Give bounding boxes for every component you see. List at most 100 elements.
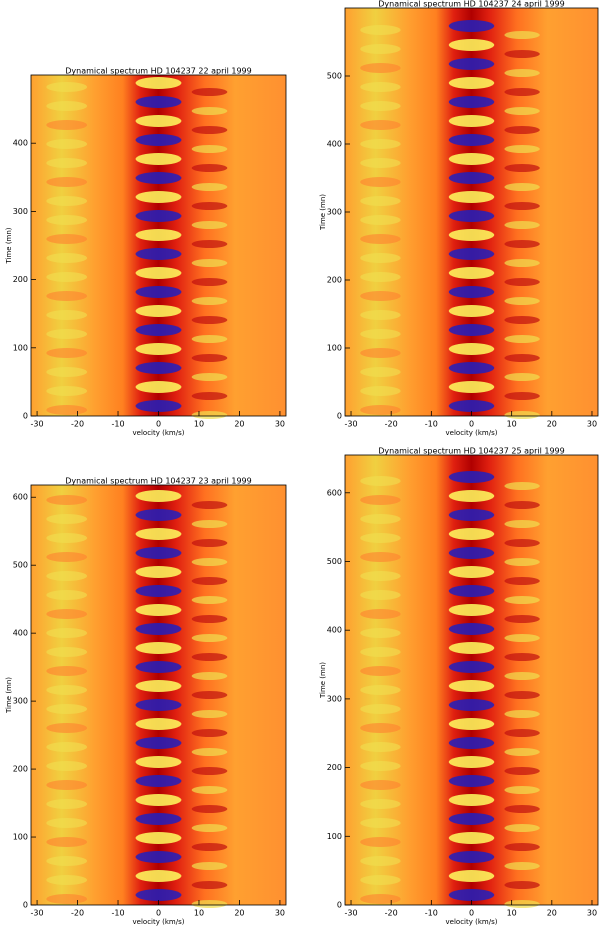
spectrum-blob — [46, 291, 88, 301]
spectrum-blob — [504, 634, 540, 642]
spectrum-blob — [448, 153, 495, 165]
spectrum-blob — [360, 533, 401, 543]
spectrum-blob — [135, 191, 182, 203]
spectrum-blob — [504, 392, 540, 400]
spectrum-blob — [191, 392, 228, 400]
spectrum-blob — [46, 177, 88, 187]
y-axis-label: Time (mn) — [5, 227, 13, 264]
spectrum-blob — [46, 348, 88, 358]
spectrum-blob — [191, 558, 228, 566]
spectrum-blob — [504, 482, 540, 490]
spectrum-blob — [360, 476, 401, 486]
spectrum-blob — [448, 889, 495, 901]
spectrum-blob — [135, 362, 182, 374]
spectrum-blob — [448, 699, 495, 711]
spectrum-blob — [360, 348, 401, 358]
spectrum-blob — [448, 229, 495, 241]
spectrum-blob — [191, 354, 228, 362]
spectrum-blob — [448, 58, 495, 70]
spectrum-blob — [46, 609, 88, 619]
spectrum-blob — [448, 623, 495, 635]
y-tick-label: 500 — [327, 557, 342, 566]
x-tick-label: 30 — [275, 909, 285, 918]
spectrum-blob — [135, 267, 182, 279]
spectrum-blob — [191, 297, 228, 305]
spectrum-blob — [360, 367, 401, 377]
spectrum-blob — [360, 63, 401, 73]
spectrum-blob — [448, 547, 495, 559]
spectrum-blob — [135, 756, 182, 768]
spectrum-blob — [135, 737, 182, 749]
spectrum-blob — [448, 585, 495, 597]
spectrum-blob — [191, 221, 228, 229]
spectrum-blob — [191, 862, 228, 870]
y-tick-label: 600 — [13, 493, 28, 502]
y-tick-label: 200 — [327, 763, 342, 772]
y-tick-label: 400 — [13, 139, 28, 148]
spectrum-blob — [46, 780, 88, 790]
spectrum-blob — [448, 471, 495, 483]
spectrum-blob — [504, 335, 540, 343]
spectrum-blob — [135, 381, 182, 393]
spectrum-blob — [504, 297, 540, 305]
spectrum-blob — [448, 39, 495, 51]
spectrum-blob — [191, 107, 228, 115]
spectrum-blob — [191, 539, 228, 547]
spectrum-blob — [448, 20, 495, 32]
spectrum-blob — [504, 520, 540, 528]
spectrum-blob — [504, 767, 540, 775]
spectrum-blob — [448, 248, 495, 260]
spectrum-blob — [360, 405, 401, 415]
spectrum-blob — [46, 253, 88, 263]
spectrum-blob — [191, 145, 228, 153]
spectrum-blob — [360, 495, 401, 505]
spectrum-blob — [135, 547, 182, 559]
x-tick-label: 30 — [587, 909, 597, 918]
spectrum-blob — [191, 634, 228, 642]
spectrum-blob — [360, 818, 401, 828]
spectrum-blob — [504, 69, 540, 77]
spectrum-blob — [504, 164, 540, 172]
spectrum-blob — [504, 558, 540, 566]
spectrum-blob — [504, 202, 540, 210]
spectrum-blob — [504, 824, 540, 832]
y-axis-label: Time (mn) — [319, 194, 327, 231]
spectrum-blob — [360, 25, 401, 35]
y-axis-label: Time (mn) — [5, 677, 13, 714]
spectrum-blob — [135, 115, 182, 127]
spectrum-blob — [135, 699, 182, 711]
spectrum-blob — [360, 291, 401, 301]
spectrum-blob — [191, 520, 228, 528]
chart-title: Dynamical spectrum HD 104237 23 april 19… — [65, 477, 252, 486]
spectrum-blob — [191, 672, 228, 680]
spectrum-blob — [360, 856, 401, 866]
spectrum-blob — [360, 799, 401, 809]
y-tick-label: 0 — [23, 901, 28, 910]
spectrum-blob — [360, 120, 401, 130]
spectrum-blob — [360, 386, 401, 396]
spectrum-blob — [46, 310, 88, 320]
spectrum-blob — [46, 742, 88, 752]
spectrum-blob — [46, 552, 88, 562]
spectrum-blob — [504, 691, 540, 699]
spectrum-blob — [504, 672, 540, 680]
spectrum-blob — [504, 881, 540, 889]
x-axis-label: velocity (km/s) — [133, 429, 185, 437]
spectrum-blob — [135, 832, 182, 844]
spectrum-blob — [191, 202, 228, 210]
spectrum-blob — [504, 145, 540, 153]
spectrum-blob — [360, 875, 401, 885]
spectrum-blob — [191, 805, 228, 813]
spectrum-blob — [504, 615, 540, 623]
spectrum-blob — [191, 710, 228, 718]
spectrum-blob — [135, 77, 182, 89]
x-tick-label: 0 — [156, 420, 161, 429]
spectrum-blob — [135, 642, 182, 654]
x-tick-label: 20 — [234, 420, 244, 429]
spectrum-blob — [504, 411, 540, 419]
spectrum-blob — [46, 82, 88, 92]
spectrum-blob — [504, 539, 540, 547]
spectrum-blob — [360, 215, 401, 225]
y-tick-label: 200 — [13, 765, 28, 774]
